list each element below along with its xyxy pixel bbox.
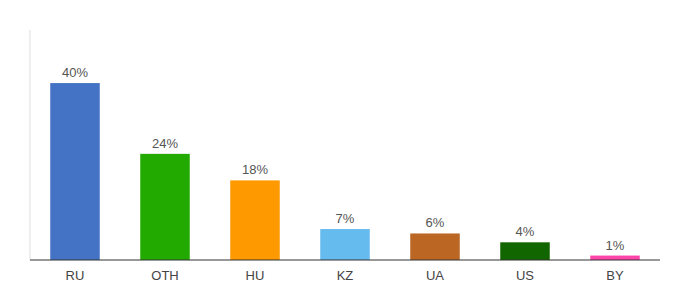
- data-label: 18%: [242, 162, 268, 177]
- data-label: 6%: [426, 215, 445, 230]
- data-label: 1%: [606, 238, 625, 253]
- x-tick-label: UA: [426, 268, 444, 283]
- bar: [500, 242, 550, 260]
- x-tick-label: US: [516, 268, 534, 283]
- x-tick-label: RU: [66, 268, 85, 283]
- x-tick-label: KZ: [337, 268, 354, 283]
- data-label: 40%: [62, 65, 88, 80]
- bar: [50, 83, 100, 260]
- bar: [140, 154, 190, 260]
- bar: [230, 180, 280, 260]
- x-tick-label: OTH: [151, 268, 178, 283]
- bar: [590, 256, 640, 260]
- bar: [320, 229, 370, 260]
- x-tick-label: HU: [246, 268, 265, 283]
- data-label: 4%: [516, 224, 535, 239]
- chart-svg: RU OTH HU KZ UA US BY 40% 24% 18% 7% 6% 4% 1%: [0, 0, 680, 300]
- y-axis-line: [30, 30, 31, 260]
- bars: [50, 83, 640, 260]
- chart-container: RU OTH HU KZ UA US BY 40% 24% 18% 7% 6% 4% 1%: [0, 0, 680, 300]
- x-tick-label: BY: [606, 268, 624, 283]
- data-label: 24%: [152, 136, 178, 151]
- bar: [410, 233, 460, 260]
- x-axis-line: [30, 260, 660, 261]
- data-label: 7%: [336, 211, 355, 226]
